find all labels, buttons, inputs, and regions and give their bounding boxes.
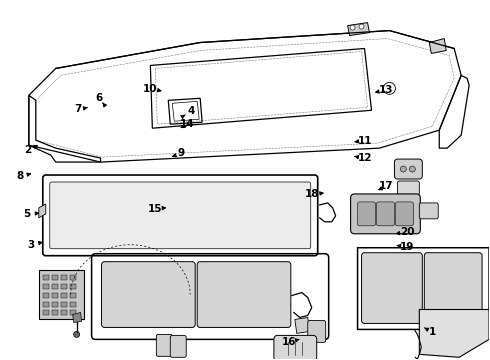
Circle shape [359,24,364,29]
Bar [61,293,67,298]
Text: 16: 16 [282,337,296,347]
Circle shape [400,166,406,172]
Bar [52,293,58,298]
Bar [52,302,58,306]
Bar [70,284,75,289]
FancyBboxPatch shape [171,336,186,357]
FancyBboxPatch shape [308,320,326,342]
FancyBboxPatch shape [274,336,317,360]
Text: 9: 9 [178,148,185,158]
Bar [61,310,67,315]
FancyBboxPatch shape [50,182,311,249]
Text: 13: 13 [379,85,394,95]
Text: 5: 5 [23,209,30,219]
Bar [43,275,49,280]
FancyBboxPatch shape [376,202,394,226]
FancyBboxPatch shape [394,159,422,179]
Text: 1: 1 [429,327,437,337]
Text: 18: 18 [305,189,319,199]
Bar [61,275,67,280]
Bar [52,284,58,289]
Bar [70,310,75,315]
Polygon shape [295,318,310,333]
Text: 4: 4 [188,106,195,116]
Bar [61,284,67,289]
FancyBboxPatch shape [424,253,482,323]
Polygon shape [73,312,82,323]
Text: 2: 2 [24,144,31,154]
FancyBboxPatch shape [395,202,414,226]
FancyBboxPatch shape [101,262,195,328]
Bar [43,310,49,315]
Circle shape [350,25,355,30]
Circle shape [74,332,80,337]
Bar [43,302,49,306]
Text: 17: 17 [379,181,394,192]
Text: 14: 14 [180,120,195,129]
FancyBboxPatch shape [419,203,438,219]
Text: 11: 11 [357,136,372,145]
Bar [70,293,75,298]
Bar [39,270,84,319]
Text: 6: 6 [95,93,102,103]
Text: 3: 3 [27,239,35,249]
FancyBboxPatch shape [397,181,419,195]
Text: 8: 8 [17,171,24,181]
FancyBboxPatch shape [358,202,375,226]
Text: 10: 10 [143,84,157,94]
Polygon shape [429,39,446,54]
Polygon shape [419,310,489,357]
Bar [61,302,67,306]
FancyBboxPatch shape [197,262,291,328]
Text: 7: 7 [74,104,82,114]
Text: 12: 12 [357,153,372,163]
Bar [43,293,49,298]
Bar [70,302,75,306]
Text: 20: 20 [400,227,415,237]
Bar [52,310,58,315]
FancyBboxPatch shape [350,194,420,234]
FancyBboxPatch shape [362,253,422,323]
Circle shape [409,166,416,172]
Text: 15: 15 [147,204,162,214]
Bar [43,284,49,289]
Bar [70,275,75,280]
FancyBboxPatch shape [156,334,172,356]
Text: 19: 19 [400,242,414,252]
Bar [52,275,58,280]
Polygon shape [39,204,46,218]
Polygon shape [347,23,369,36]
